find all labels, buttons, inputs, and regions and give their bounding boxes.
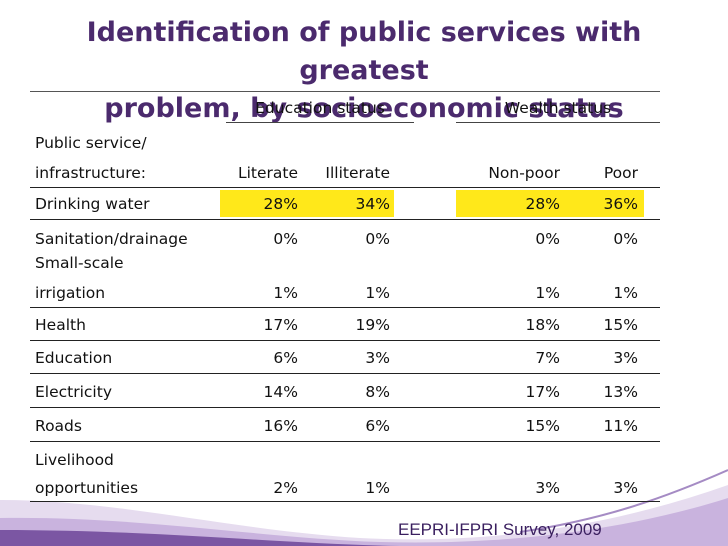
header-rule bbox=[30, 187, 660, 188]
row-label: Drinking water bbox=[35, 195, 150, 213]
cell-illiterate: 6% bbox=[365, 417, 390, 435]
row-label-line1: Small-scale bbox=[35, 254, 124, 272]
non-poor-header: Non-poor bbox=[488, 164, 560, 182]
cell-literate: 16% bbox=[263, 417, 298, 435]
cell-poor: 0% bbox=[613, 230, 638, 248]
source-footer: EEPRI-IFPRI Survey, 2009 bbox=[398, 520, 602, 539]
title-line-1: Identification of public services with g… bbox=[86, 17, 642, 86]
cell-non-poor: 28% bbox=[525, 195, 560, 213]
row-label-line2: opportunities bbox=[35, 479, 139, 497]
education-status-header: Education status bbox=[255, 99, 385, 117]
highlight-wealth-drinking bbox=[456, 190, 644, 217]
row-rule bbox=[30, 219, 660, 220]
cell-literate: 14% bbox=[263, 383, 298, 401]
cell-poor: 1% bbox=[613, 284, 638, 302]
cell-literate: 28% bbox=[263, 195, 298, 213]
cell-poor: 15% bbox=[603, 316, 638, 334]
table-bottom-rule bbox=[30, 501, 660, 502]
row-label: Education bbox=[35, 349, 113, 367]
cell-non-poor: 7% bbox=[535, 349, 560, 367]
illiterate-header: Illiterate bbox=[325, 164, 390, 182]
row-rule bbox=[30, 407, 660, 408]
row-label-line2: irrigation bbox=[35, 284, 106, 302]
row-label: Health bbox=[35, 316, 86, 334]
cell-non-poor: 17% bbox=[525, 383, 560, 401]
cell-poor: 13% bbox=[603, 383, 638, 401]
slide-title: Identification of public services with g… bbox=[30, 14, 698, 128]
education-group-underline bbox=[226, 122, 414, 123]
cell-literate: 6% bbox=[273, 349, 298, 367]
title-line-2: problem, by socioeconomic status bbox=[104, 93, 624, 124]
row-label: Roads bbox=[35, 417, 82, 435]
cell-illiterate: 0% bbox=[365, 230, 390, 248]
cell-poor: 3% bbox=[613, 479, 638, 497]
cell-illiterate: 3% bbox=[365, 349, 390, 367]
cell-illiterate: 8% bbox=[365, 383, 390, 401]
title-divider bbox=[30, 91, 660, 92]
row-label: Electricity bbox=[35, 383, 112, 401]
poor-header: Poor bbox=[603, 164, 638, 182]
cell-literate: 1% bbox=[273, 284, 298, 302]
wealth-status-header: Wealth status bbox=[504, 99, 612, 117]
wealth-group-underline bbox=[456, 122, 660, 123]
row-label-line1: Livelihood bbox=[35, 451, 114, 469]
cell-non-poor: 18% bbox=[525, 316, 560, 334]
row-rule bbox=[30, 441, 660, 442]
cell-illiterate: 34% bbox=[355, 195, 390, 213]
service-header-line1: Public service/ bbox=[35, 134, 147, 152]
decorative-wave bbox=[0, 469, 728, 546]
row-rule bbox=[30, 307, 660, 308]
cell-illiterate: 1% bbox=[365, 284, 390, 302]
highlight-education-drinking bbox=[220, 190, 394, 217]
cell-poor: 11% bbox=[603, 417, 638, 435]
cell-non-poor: 0% bbox=[535, 230, 560, 248]
cell-literate: 2% bbox=[273, 479, 298, 497]
cell-non-poor: 1% bbox=[535, 284, 560, 302]
cell-poor: 3% bbox=[613, 349, 638, 367]
cell-literate: 17% bbox=[263, 316, 298, 334]
cell-non-poor: 3% bbox=[535, 479, 560, 497]
row-rule bbox=[30, 340, 660, 341]
cell-poor: 36% bbox=[603, 195, 638, 213]
literate-header: Literate bbox=[237, 164, 298, 182]
service-header-line2: infrastructure: bbox=[35, 164, 147, 182]
cell-illiterate: 19% bbox=[355, 316, 390, 334]
cell-non-poor: 15% bbox=[525, 417, 560, 435]
row-label: Sanitation/drainage bbox=[35, 230, 188, 248]
row-rule bbox=[30, 373, 660, 374]
cell-illiterate: 1% bbox=[365, 479, 390, 497]
cell-literate: 0% bbox=[273, 230, 298, 248]
